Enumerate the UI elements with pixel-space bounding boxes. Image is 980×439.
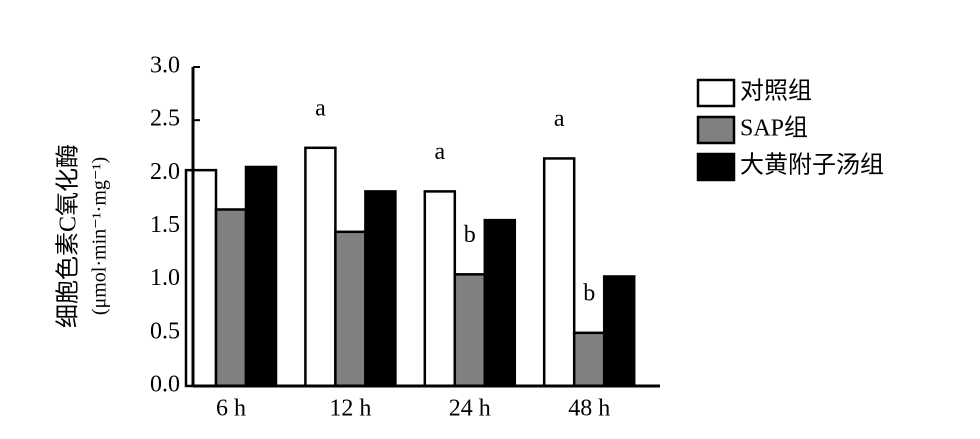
bar <box>602 275 636 388</box>
y-tick-label: 1.0 <box>150 265 180 291</box>
x-tick-label: 6 h <box>216 396 246 422</box>
bar <box>542 157 576 388</box>
legend-swatch <box>696 115 736 145</box>
legend-label: 对照组 <box>740 78 812 105</box>
legend-swatch <box>696 152 736 182</box>
annotation: a <box>554 106 565 132</box>
y-tick-label: 1.5 <box>150 212 180 238</box>
legend-label: SAP组 <box>740 115 808 142</box>
bar <box>334 230 367 388</box>
annotation: b <box>464 222 476 248</box>
bar <box>184 168 218 388</box>
bar <box>423 190 457 388</box>
legend-swatch <box>696 78 736 108</box>
x-tick-label: 48 h <box>568 396 610 422</box>
y-tick-label: 0.5 <box>150 318 180 344</box>
y-axis-label: 细胞色素C氧化酶 <box>55 144 82 328</box>
annotation: a <box>434 139 445 165</box>
y-tick-label: 2.5 <box>150 106 180 132</box>
y-tick-label: 2.0 <box>150 159 180 185</box>
bar <box>364 190 397 388</box>
bar <box>453 273 487 388</box>
y-tick-label: 3.0 <box>150 53 180 79</box>
annotation: b <box>583 280 595 306</box>
y-axis-label: (μmol·min⁻¹·mg⁻¹) <box>89 157 111 315</box>
bar <box>572 331 606 388</box>
bar <box>244 165 278 388</box>
y-tick-label: 0.0 <box>150 372 180 398</box>
x-tick-label: 24 h <box>449 396 491 422</box>
bar <box>483 218 517 388</box>
bar <box>304 146 337 388</box>
bar <box>214 208 248 388</box>
annotation: a <box>315 95 326 121</box>
legend-label: 大黄附子汤组 <box>740 152 884 179</box>
x-tick-label: 12 h <box>329 396 371 422</box>
